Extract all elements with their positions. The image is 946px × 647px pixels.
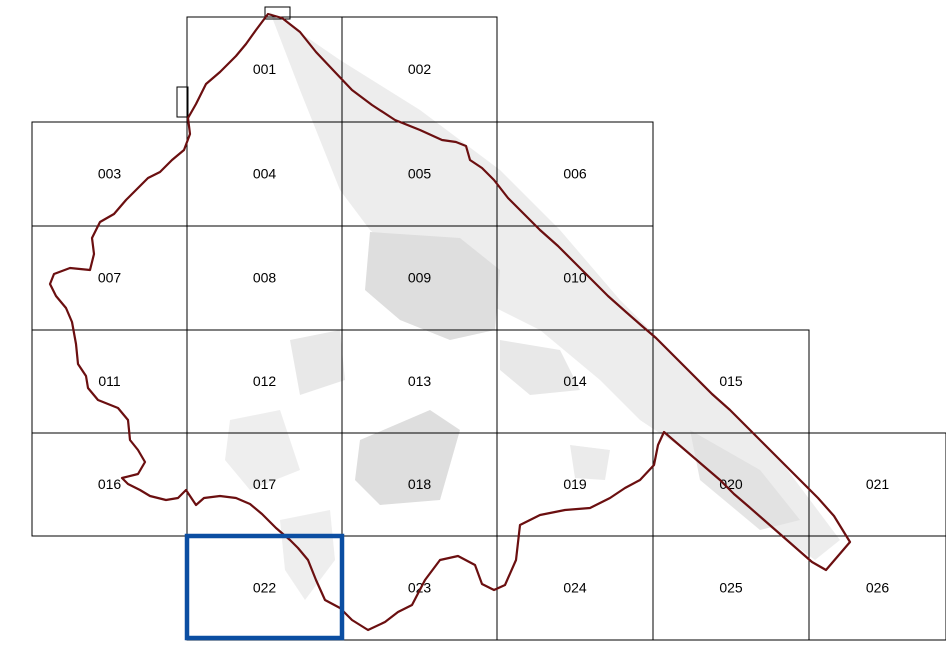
- tile-label: 010: [563, 270, 587, 286]
- map-tile[interactable]: 026: [808, 535, 946, 641]
- tile-label: 019: [563, 476, 587, 492]
- tile-label: 021: [866, 476, 890, 492]
- tile-label: 009: [408, 270, 432, 286]
- map-tile[interactable]: 011: [31, 329, 188, 434]
- map-tile[interactable]: 007: [31, 225, 188, 331]
- tile-label: 005: [408, 166, 432, 182]
- tile-label: 020: [719, 476, 743, 492]
- urban-areas: [225, 12, 840, 600]
- tile-label: 011: [98, 373, 121, 389]
- tile-label: 026: [866, 580, 890, 596]
- tile-label: 003: [98, 166, 122, 182]
- tile-label: 024: [563, 580, 587, 596]
- tile-label: 002: [408, 61, 432, 77]
- tile-label: 013: [408, 373, 432, 389]
- tile-label: 023: [408, 580, 432, 596]
- selected-tile-highlight[interactable]: [184, 533, 345, 641]
- tile-label: 014: [563, 373, 587, 389]
- tile-label: 022: [253, 580, 277, 596]
- map-tile[interactable]: 023: [341, 535, 498, 641]
- tile-label: 004: [253, 166, 277, 182]
- map-tile[interactable]: 004: [186, 121, 343, 227]
- tile-label: 012: [253, 373, 277, 389]
- tile-label: 001: [253, 61, 277, 77]
- tile-label: 025: [719, 580, 743, 596]
- tile-label: 017: [253, 476, 277, 492]
- tile-outline: [808, 535, 946, 641]
- tile-label: 016: [98, 476, 122, 492]
- map-inset-top: [264, 6, 291, 20]
- map-tile[interactable]: 003: [31, 121, 188, 227]
- map-tile[interactable]: 008: [186, 225, 343, 331]
- tile-grid: 001 002 003 004 005 006 007 008 009 010 011 012 013 0…: [31, 16, 946, 641]
- tile-label: 015: [719, 373, 743, 389]
- map-tile[interactable]: 024: [496, 535, 654, 641]
- municipal-boundary: [48, 12, 852, 632]
- map-tile[interactable]: 025: [652, 535, 810, 641]
- map-inset-left: [176, 86, 189, 118]
- map-tile[interactable]: 021: [808, 432, 946, 537]
- tile-label: 006: [563, 166, 587, 182]
- tile-label: 007: [98, 270, 122, 286]
- map-tile[interactable]: 016: [31, 432, 188, 537]
- tile-label: 018: [408, 476, 432, 492]
- tile-label: 008: [253, 270, 277, 286]
